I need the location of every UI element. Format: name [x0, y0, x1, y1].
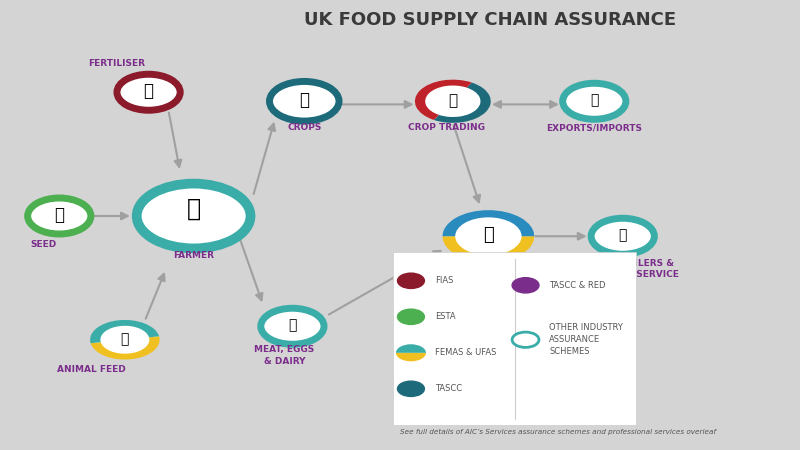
Wedge shape: [442, 210, 534, 236]
Text: SEED: SEED: [30, 240, 57, 249]
Text: TASCC: TASCC: [434, 384, 462, 393]
Text: MEAT, EGGS
& DAIRY: MEAT, EGGS & DAIRY: [254, 346, 314, 365]
Text: FEMAS & UFAS: FEMAS & UFAS: [434, 348, 496, 357]
Text: PROCESSORS: PROCESSORS: [454, 263, 522, 272]
Wedge shape: [434, 82, 490, 123]
Circle shape: [94, 322, 157, 358]
Text: FIAS: FIAS: [434, 276, 453, 285]
Wedge shape: [396, 344, 426, 353]
Text: CROPS: CROPS: [287, 123, 322, 132]
Text: RETAILERS &
FOOD SERVICE: RETAILERS & FOOD SERVICE: [604, 259, 679, 279]
Text: ANIMAL FEED: ANIMAL FEED: [57, 365, 126, 374]
Text: TASCC & RED: TASCC & RED: [550, 281, 606, 290]
Text: 🏛: 🏛: [483, 226, 494, 244]
Wedge shape: [90, 320, 159, 343]
Wedge shape: [90, 336, 160, 360]
Text: FARMER: FARMER: [173, 251, 214, 260]
Circle shape: [28, 198, 91, 234]
Text: See full details of AIC’s Services assurance schemes and professional services o: See full details of AIC’s Services assur…: [400, 429, 716, 435]
Text: ESTA: ESTA: [434, 312, 455, 321]
Text: UK FOOD SUPPLY CHAIN ASSURANCE: UK FOOD SUPPLY CHAIN ASSURANCE: [304, 11, 676, 29]
Circle shape: [398, 381, 424, 396]
Text: 🌿: 🌿: [143, 82, 154, 100]
Text: EXPORTS/IMPORTS: EXPORTS/IMPORTS: [546, 123, 642, 132]
Circle shape: [261, 308, 324, 344]
Circle shape: [270, 81, 339, 121]
Text: 🤲: 🤲: [448, 93, 458, 108]
Text: 🌾: 🌾: [299, 91, 310, 109]
Circle shape: [512, 278, 539, 293]
Wedge shape: [415, 80, 472, 120]
Circle shape: [562, 83, 626, 119]
Text: 🌐: 🌐: [590, 93, 598, 108]
Text: FERTILISER: FERTILISER: [89, 59, 146, 68]
Text: 🍖: 🍖: [288, 318, 297, 333]
Circle shape: [591, 218, 654, 254]
Text: 🐄: 🐄: [121, 332, 129, 346]
Text: 🚜: 🚜: [186, 197, 201, 221]
Circle shape: [117, 74, 180, 110]
Text: 🛒: 🛒: [618, 228, 627, 243]
Circle shape: [418, 81, 488, 121]
Wedge shape: [396, 353, 426, 361]
Circle shape: [446, 212, 530, 260]
Text: 🌱: 🌱: [54, 206, 64, 224]
Text: CROP TRADING: CROP TRADING: [408, 123, 485, 132]
Circle shape: [398, 273, 424, 288]
FancyBboxPatch shape: [393, 252, 636, 425]
Wedge shape: [442, 236, 534, 262]
Circle shape: [398, 309, 424, 324]
Circle shape: [137, 184, 250, 248]
Text: OTHER INDUSTRY
ASSURANCE
SCHEMES: OTHER INDUSTRY ASSURANCE SCHEMES: [550, 324, 623, 356]
Circle shape: [512, 332, 539, 347]
